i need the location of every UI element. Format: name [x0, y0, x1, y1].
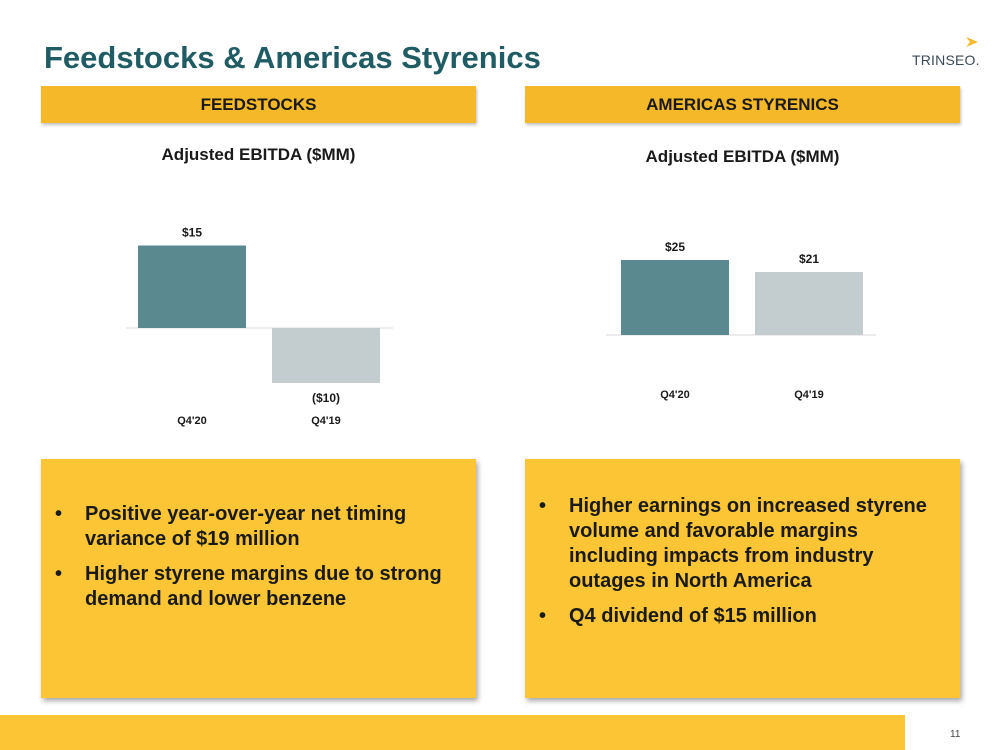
chart-tick-label: Q4'20 — [660, 389, 690, 401]
bullet-icon: • — [539, 605, 547, 627]
chart-data-label: ($10) — [312, 391, 340, 405]
bullet-icon: • — [55, 563, 63, 585]
chart-tick-label: Q4'19 — [311, 415, 341, 427]
chart-tick-label: Q4'19 — [794, 389, 824, 401]
americas-styrenics-callout: • Higher earnings on increased styrene vo… — [525, 459, 960, 698]
trinseo-logo: TRINSEO. — [912, 36, 984, 72]
feedstocks-chart-title: Adjusted EBITDA ($MM) — [161, 145, 356, 164]
chart-data-label: $21 — [799, 252, 819, 266]
americas-styrenics-header: AMERICAS STYRENICS — [525, 86, 960, 123]
americas-bullet: • Q4 dividend of $15 million — [539, 605, 817, 627]
bullet-icon: • — [539, 495, 547, 517]
bullet-icon: • — [55, 503, 63, 525]
feedstocks-header: FEEDSTOCKS — [41, 86, 476, 123]
chart-data-label: $25 — [665, 240, 685, 254]
chart-bar — [755, 272, 863, 335]
chart-bar — [272, 328, 380, 383]
chart-bar — [138, 245, 246, 328]
feedstocks-bullet: • Higher styrene margins due to strong de… — [55, 563, 442, 610]
americas-bullet: • Higher earnings on increased styrene vo… — [539, 495, 927, 592]
logo-text: TRINSEO. — [912, 52, 980, 68]
chart-bar — [621, 260, 729, 335]
footer-bar — [0, 715, 905, 750]
logo-chevron-icon — [966, 37, 978, 47]
page-title: Feedstocks & Americas Styrenics — [44, 40, 541, 75]
chart-data-label: $15 — [182, 226, 202, 240]
chart-tick-label: Q4'20 — [177, 415, 207, 427]
feedstocks-bullet: • Positive year-over-year net timing vari… — [55, 503, 407, 550]
page-number: 11 — [950, 729, 961, 740]
americas-styrenics-chart-title: Adjusted EBITDA ($MM) — [645, 147, 840, 166]
feedstocks-callout: • Positive year-over-year net timing vari… — [41, 459, 476, 698]
